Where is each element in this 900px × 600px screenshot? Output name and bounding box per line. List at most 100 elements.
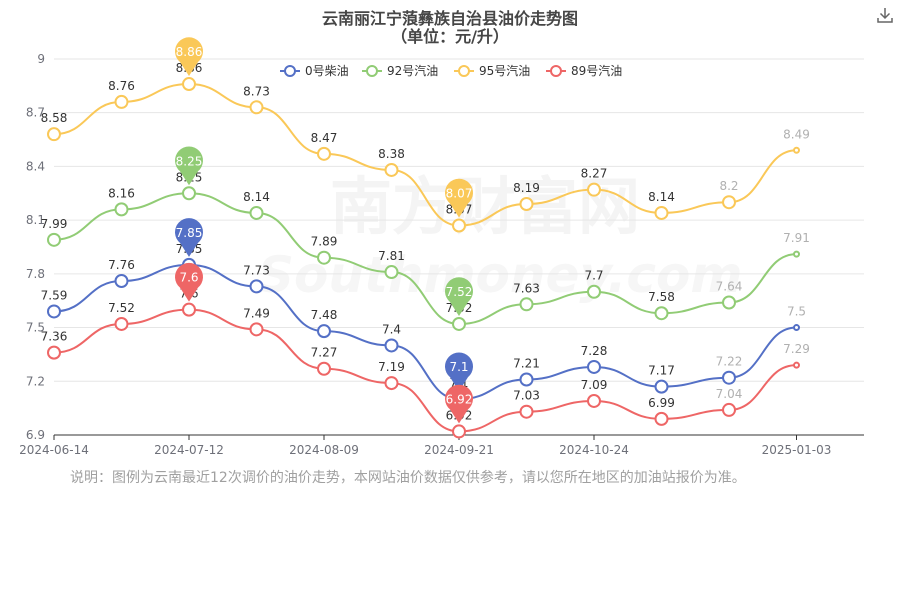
- data-label: 7.21: [513, 356, 540, 370]
- data-point: [384, 338, 399, 353]
- data-point: [587, 182, 601, 197]
- x-axis: 2024-06-14 2024-07-12 2024-08-09 2024-09-21…: [19, 434, 864, 457]
- data-label: 7.76: [108, 258, 135, 272]
- data-label: 8.76: [108, 79, 135, 93]
- pin-label: 8.86: [176, 45, 203, 59]
- data-point: [793, 361, 800, 369]
- pin-shape: [175, 146, 203, 186]
- pin-label: 6.92: [446, 392, 473, 406]
- legend-item-0[interactable]: 0号柴油: [280, 64, 349, 78]
- data-point: [317, 324, 331, 339]
- legend: 0号柴油 92号汽油 95号汽油 89号汽油: [280, 63, 622, 78]
- extreme-pin: 6.92: [445, 384, 473, 424]
- data-point: [47, 127, 61, 142]
- data-point: [384, 376, 399, 391]
- series-line-1: [53, 192, 797, 325]
- pin-shape: [175, 262, 203, 302]
- y-tick-label: 7.2: [26, 374, 45, 388]
- data-point: [114, 202, 129, 217]
- data-label: 8.73: [243, 84, 270, 98]
- y-tick-label: 7.5: [26, 321, 45, 335]
- chart-title: 云南丽江宁蒗彝族自治县油价走势图: [321, 9, 578, 28]
- watermark: 南方财富网 Southmoney.com: [258, 170, 743, 304]
- legend-marker: [366, 65, 378, 77]
- legend-item-2[interactable]: 95号汽油: [454, 63, 530, 78]
- data-point: [519, 197, 534, 211]
- pin-label: 7.52: [446, 285, 473, 299]
- pin-shape: [445, 384, 473, 424]
- download-icon[interactable]: [876, 6, 894, 24]
- data-label: 6.99: [648, 396, 675, 410]
- watermark-cn: 南方财富网: [330, 170, 640, 243]
- data-point: [317, 146, 331, 161]
- data-label: 8.27: [581, 167, 608, 181]
- y-tick-label: 7.8: [26, 267, 45, 281]
- data-point: [114, 94, 129, 109]
- data-point: [587, 284, 601, 299]
- x-tick-label: 2024-08-09: [289, 443, 359, 457]
- data-label: 7.48: [311, 308, 338, 322]
- data-point: [793, 250, 800, 258]
- pin-label: 7.1: [449, 360, 468, 374]
- legend-label: 89号汽油: [571, 63, 622, 78]
- data-label: 7.91: [783, 231, 810, 245]
- y-tick-label: 8.7: [26, 106, 45, 120]
- pin-shape: [175, 37, 203, 77]
- data-label: 7.58: [648, 290, 675, 304]
- data-point: [249, 322, 264, 337]
- data-label: 7.7: [584, 269, 603, 283]
- data-label: 8.38: [378, 147, 405, 161]
- data-point: [452, 218, 466, 233]
- pin-shape: [445, 352, 473, 392]
- legend-label: 95号汽油: [479, 63, 530, 78]
- data-point: [519, 372, 534, 387]
- pin-shape: [445, 178, 473, 218]
- extreme-pin: 7.1: [445, 352, 473, 392]
- data-point: [722, 295, 736, 310]
- data-label: 7.4: [382, 322, 401, 336]
- data-label: 8.14: [243, 190, 270, 204]
- legend-item-3[interactable]: 89号汽油: [546, 63, 622, 78]
- data-point: [519, 297, 534, 312]
- data-label: 7.5: [787, 305, 806, 319]
- x-tick-label: 2024-06-14: [19, 443, 89, 457]
- data-label: 8.19: [513, 181, 540, 195]
- data-point: [793, 146, 800, 154]
- data-label: 7.28: [581, 344, 608, 358]
- pin-label: 7.85: [176, 226, 203, 240]
- extreme-pin: 7.85: [175, 218, 203, 257]
- data-label: 7.89: [311, 235, 338, 249]
- legend-label: 92号汽油: [387, 63, 438, 78]
- extreme-pin: 8.25: [175, 146, 203, 186]
- legend-marker: [550, 65, 562, 77]
- data-point: [249, 205, 264, 220]
- pin-label: 7.6: [179, 271, 198, 285]
- data-label: 7.03: [513, 389, 540, 403]
- data-point: [114, 316, 129, 331]
- data-point: [722, 195, 736, 210]
- legend-item-1[interactable]: 92号汽油: [362, 63, 438, 78]
- data-label: 7.29: [783, 342, 810, 356]
- legend-marker: [458, 65, 470, 77]
- data-point: [47, 304, 61, 319]
- data-point: [654, 306, 669, 321]
- extreme-pin: 7.52: [445, 277, 473, 316]
- data-label: 8.58: [41, 111, 68, 125]
- data-label: 7.49: [243, 306, 270, 320]
- extreme-pin: 7.6: [175, 262, 203, 302]
- pin-shape: [445, 277, 473, 316]
- x-tick-label: 2025-01-03: [762, 443, 832, 457]
- series-layer: [47, 77, 800, 439]
- pin-label: 8.25: [176, 154, 203, 168]
- pin-shape: [175, 218, 203, 257]
- y-tick-label: 8.1: [26, 213, 45, 227]
- y-tick-label: 8.4: [26, 159, 45, 173]
- data-point: [249, 100, 264, 115]
- data-label: 7.22: [716, 355, 743, 369]
- y-tick-label: 6.9: [26, 428, 45, 442]
- data-label: 8.16: [108, 186, 135, 200]
- data-point: [654, 205, 669, 220]
- data-point: [654, 411, 669, 426]
- data-label: 7.99: [41, 217, 68, 231]
- data-label: 7.63: [513, 281, 540, 295]
